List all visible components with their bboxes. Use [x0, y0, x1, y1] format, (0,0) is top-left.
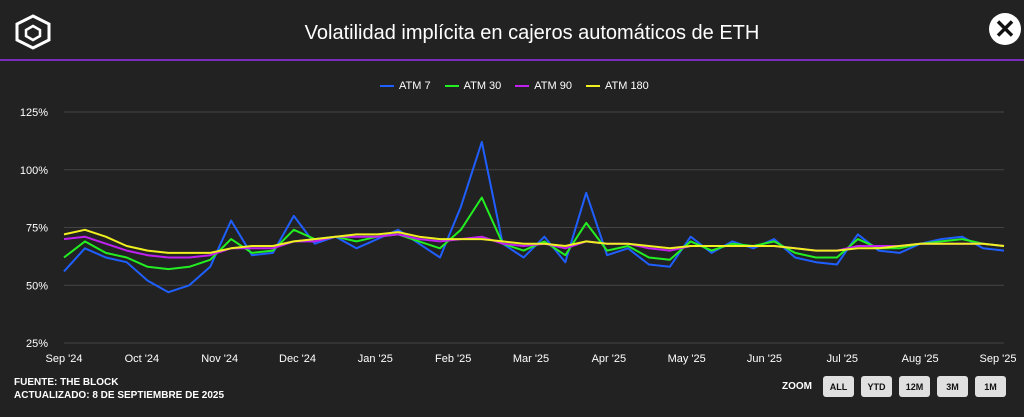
legend-item-atm90[interactable]: ATM 90	[515, 80, 572, 92]
legend-label-atm7: ATM 7	[399, 80, 431, 92]
x-tick-label: Nov '24	[201, 353, 238, 365]
the-block-logo-icon	[15, 14, 51, 50]
x-tick-label: Mar '25	[513, 353, 549, 365]
legend-swatch-atm90	[515, 85, 530, 87]
chart-title: Volatilidad implícita en cajeros automát…	[304, 22, 760, 44]
line-chart: 25% 50% 75% 100% 125% Sep '24 Oct '24 Nov '24 De…	[20, 107, 1017, 365]
legend-label-atm90: ATM 90	[534, 80, 572, 92]
series-line-atm7	[63, 141, 1005, 294]
legend-swatch-atm180	[585, 85, 600, 87]
x-tick-label: Feb '25	[435, 353, 471, 365]
y-tick-label: 50%	[26, 280, 48, 292]
legend-item-atm30[interactable]: ATM 30	[444, 80, 502, 92]
zoom-buttons: ALL YTD 12M 3M 1M	[823, 376, 1006, 397]
y-tick-label: 75%	[26, 223, 48, 235]
legend-item-atm180[interactable]: ATM 180	[585, 80, 649, 92]
zoom-ytd-button[interactable]: YTD	[861, 376, 892, 397]
x-tick-label: Aug '25	[902, 353, 939, 365]
x-tick-label: May '25	[668, 353, 706, 365]
updated-line: ACTUALIZADO: 8 DE SEPTIEMBRE DE 2025	[14, 390, 225, 401]
zoom-label: ZOOM	[782, 381, 812, 392]
x-tick-label: Jan '25	[358, 353, 393, 365]
x-tick-label: Jun '25	[747, 353, 782, 365]
legend-item-atm7[interactable]: ATM 7	[380, 80, 431, 92]
legend-swatch-atm30	[444, 85, 459, 87]
x-tick-label: Jul '25	[827, 353, 858, 365]
header: Volatilidad implícita en cajeros automát…	[0, 0, 1024, 60]
series-line-atm30	[63, 196, 1005, 271]
chart-legend: ATM 7 ATM 30 ATM 90 ATM 180	[380, 80, 649, 92]
series-line-atm90	[63, 233, 1005, 259]
legend-label-atm180: ATM 180	[604, 80, 649, 92]
legend-label-atm30: ATM 30	[463, 80, 502, 92]
source-line: FUENTE: THE BLOCK	[14, 377, 119, 388]
close-button[interactable]: ✕	[989, 13, 1021, 45]
zoom-12m-button[interactable]: 12M	[899, 376, 930, 397]
y-tick-label: 125%	[20, 107, 48, 119]
series-line-atm180	[63, 228, 1005, 254]
header-divider	[0, 59, 1024, 61]
zoom-3m-button[interactable]: 3M	[937, 376, 968, 397]
x-tick-label: Sep '24	[46, 353, 83, 365]
zoom-1m-button[interactable]: 1M	[975, 376, 1006, 397]
x-tick-label: Apr '25	[592, 353, 627, 365]
source-block: FUENTE: THE BLOCK ACTUALIZADO: 8 DE SEPT…	[14, 376, 224, 402]
zoom-all-button[interactable]: ALL	[823, 376, 854, 397]
legend-swatch-atm7	[380, 85, 394, 87]
y-tick-label: 100%	[20, 165, 48, 177]
x-tick-label: Oct '24	[125, 353, 160, 365]
x-tick-label: Sep '25	[980, 353, 1017, 365]
x-tick-label: Dec '24	[279, 353, 316, 365]
y-tick-label: 25%	[26, 338, 48, 350]
